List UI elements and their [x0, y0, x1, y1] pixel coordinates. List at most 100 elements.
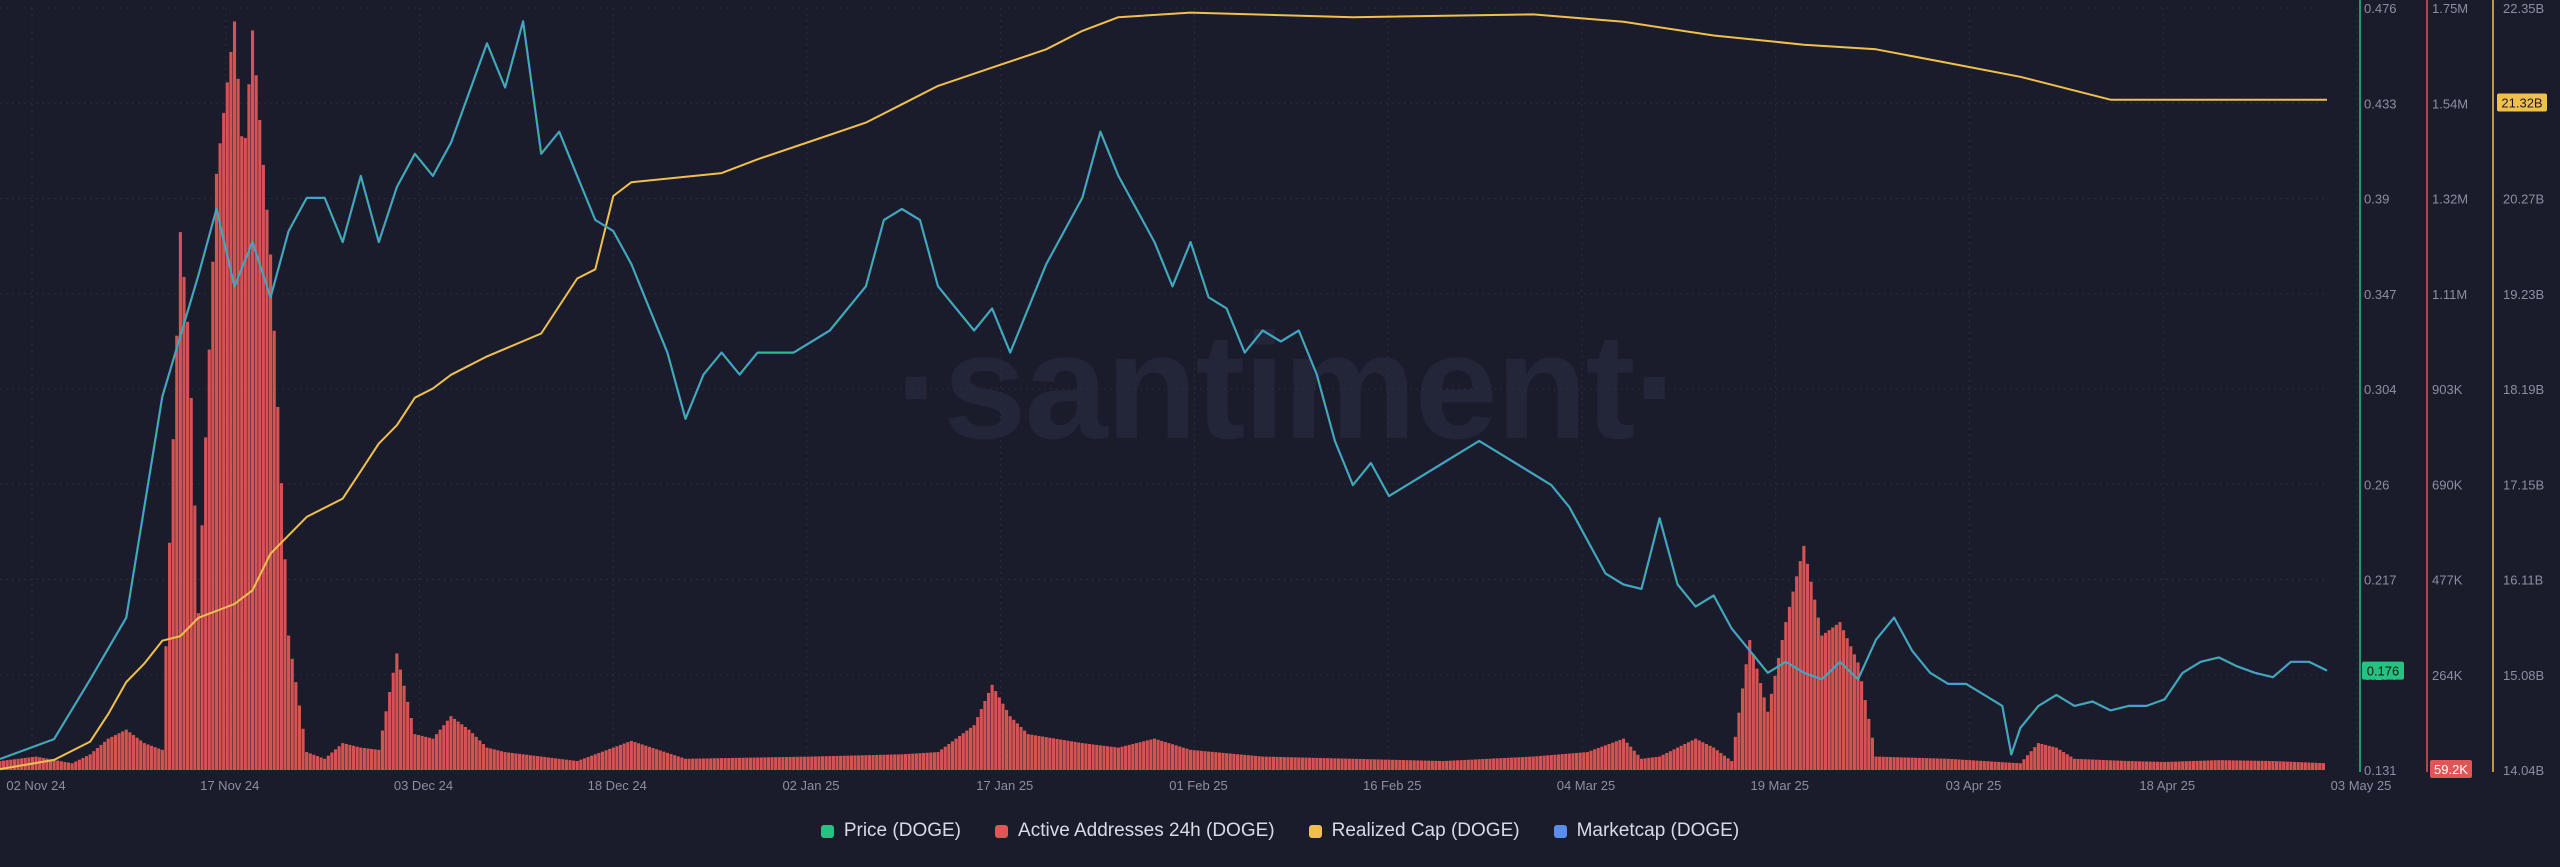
- active-address-bar: [1989, 761, 1994, 770]
- active-address-bar: [730, 757, 734, 770]
- active-address-bar: [561, 759, 565, 770]
- active-address-bar: [1463, 759, 1467, 770]
- active-address-bar: [514, 753, 518, 770]
- active-address-bar: [673, 755, 677, 770]
- active-address-bar: [1603, 745, 1608, 770]
- active-address-bar: [2307, 762, 2311, 770]
- active-address-bar: [655, 749, 659, 770]
- active-address-bar: [146, 744, 150, 770]
- active-address-bar: [1766, 711, 1770, 770]
- active-address-bar: [1744, 664, 1748, 770]
- active-address-bar: [1827, 630, 1831, 770]
- active-address-bar: [864, 755, 868, 770]
- legend-item-price[interactable]: Price (DOGE): [820, 820, 961, 842]
- active-address-bar: [1264, 756, 1268, 770]
- active-address-bar: [1957, 759, 1961, 770]
- active-address-bar: [1059, 739, 1063, 770]
- active-address-bar: [106, 738, 110, 770]
- active-address-bar: [1163, 741, 1167, 770]
- active-address-bar: [1372, 759, 1377, 770]
- active-address-bar: [1564, 753, 1568, 770]
- price-tick-label: 0.476: [2364, 1, 2397, 16]
- active-address-bar: [427, 737, 431, 770]
- active-address-bar: [2033, 747, 2037, 770]
- legend-swatch-price: [820, 824, 834, 838]
- x-tick-label: 03 Dec 24: [394, 778, 453, 793]
- legend-swatch-realized-cap: [1308, 824, 1322, 838]
- active-address-bar: [1874, 756, 1878, 770]
- active-address-bar: [236, 78, 240, 771]
- active-address-bar: [124, 729, 128, 770]
- active-address-bar: [503, 752, 507, 770]
- active-address-bar: [521, 754, 525, 770]
- active-address-bar: [954, 738, 958, 770]
- active-address-bar: [1477, 759, 1481, 770]
- active-address-bar: [149, 745, 154, 770]
- active-address-bar: [2083, 759, 2087, 770]
- active-address-bar: [88, 754, 92, 770]
- legend-item-active-addresses[interactable]: Active Addresses 24h (DOGE): [995, 820, 1275, 842]
- active-address-bar: [1589, 750, 1593, 770]
- active-address-bar: [1679, 745, 1683, 770]
- active-address-bar: [1495, 758, 1499, 770]
- active-address-bar: [1120, 746, 1124, 770]
- active-address-bar: [1261, 756, 1265, 770]
- active-address-bar: [817, 756, 821, 770]
- active-address-bar: [279, 483, 283, 770]
- active-address-bar: [1484, 758, 1488, 770]
- active-address-bar: [344, 744, 348, 770]
- active-address-bar: [395, 653, 399, 770]
- realized-cap-tick-label: 18.19B: [2503, 382, 2544, 397]
- active-address-bar: [175, 335, 179, 770]
- active-address-bar: [315, 756, 320, 770]
- active-address-bar: [1106, 746, 1110, 770]
- active-address-bar: [1069, 741, 1074, 770]
- active-address-bar: [1412, 760, 1416, 770]
- active-address-bar: [1910, 757, 1914, 770]
- active-address-bar: [2224, 760, 2228, 770]
- active-address-bar: [1318, 757, 1322, 770]
- legend-item-realized-cap[interactable]: Realized Cap (DOGE): [1308, 820, 1520, 842]
- active-address-bar: [287, 635, 291, 770]
- price-current-badge: [2362, 661, 2404, 680]
- active-address-bar: [669, 754, 673, 770]
- active-address-bar: [1582, 752, 1586, 770]
- realized-cap-tick-label: 17.15B: [2503, 477, 2544, 492]
- active-address-bar: [2188, 761, 2192, 770]
- active-address-bar: [1600, 746, 1604, 770]
- active-address-bar: [297, 705, 301, 770]
- active-address-bar: [481, 744, 485, 770]
- active-address-bar: [1964, 759, 1968, 770]
- active-address-bar: [1719, 752, 1723, 770]
- active-address-bar: [308, 753, 312, 770]
- legend-item-marketcap[interactable]: Marketcap (DOGE): [1553, 820, 1739, 842]
- active-address-bar: [824, 756, 828, 770]
- active-address-bar: [1625, 742, 1629, 770]
- active-address-bar: [857, 755, 861, 770]
- active-address-bar: [269, 254, 273, 770]
- active-address-bar: [1672, 749, 1676, 770]
- active-address-bar: [323, 758, 327, 770]
- active-address-bar: [1210, 751, 1214, 770]
- active-address-bar: [2094, 759, 2098, 770]
- active-address-bar: [1311, 757, 1315, 770]
- active-address-bar: [460, 724, 464, 770]
- active-address-bar: [326, 755, 330, 770]
- active-address-bar: [2108, 760, 2113, 770]
- active-address-bar: [135, 737, 139, 770]
- active-address-bar: [1333, 758, 1337, 770]
- active-address-bar: [507, 752, 511, 770]
- active-address-bar: [1888, 757, 1893, 770]
- active-address-bar: [701, 758, 706, 770]
- active-address-bar: [1344, 758, 1348, 770]
- axis-layer: 0.4760.4330.390.3470.3040.260.2170.1740.…: [6, 0, 2547, 793]
- legend-swatch-marketcap: [1553, 824, 1567, 838]
- active-address-bar: [1686, 742, 1690, 770]
- active-address-bar: [705, 758, 709, 770]
- active-address-bar: [914, 753, 918, 770]
- active-address-bar: [1629, 746, 1633, 770]
- active-address-bar: [113, 735, 118, 770]
- active-address-bar: [1986, 761, 1990, 770]
- active-address-bar: [611, 747, 615, 770]
